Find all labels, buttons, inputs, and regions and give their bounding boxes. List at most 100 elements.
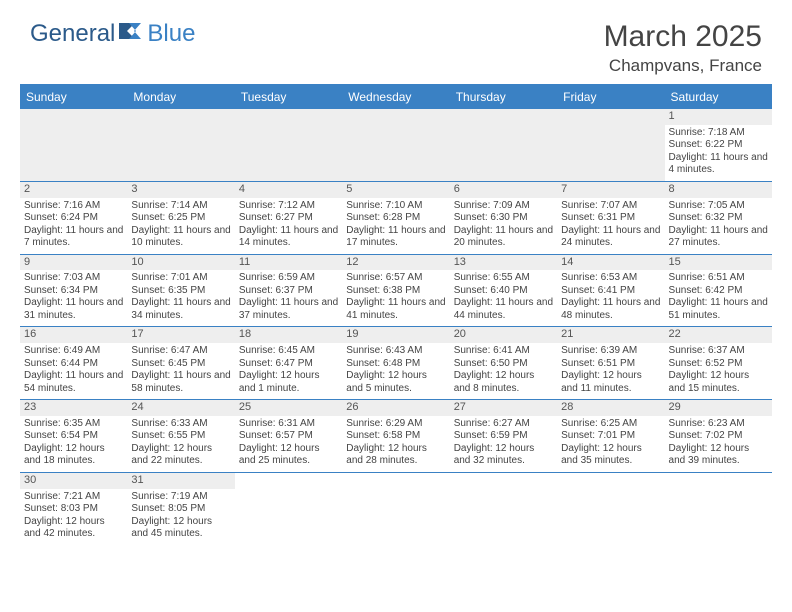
calendar-cell bbox=[557, 109, 664, 182]
info-line: Sunrise: 7:14 AM bbox=[131, 200, 230, 213]
info-line: Daylight: 11 hours and 24 minutes. bbox=[561, 225, 660, 250]
dayname-4: Thursday bbox=[450, 85, 557, 109]
dayname-1: Monday bbox=[127, 85, 234, 109]
info-line: Sunset: 8:05 PM bbox=[131, 503, 230, 516]
info-line: Sunset: 6:32 PM bbox=[669, 212, 768, 225]
info-line: Sunrise: 7:09 AM bbox=[454, 200, 553, 213]
info-line: Daylight: 11 hours and 31 minutes. bbox=[24, 297, 123, 322]
calendar-cell: 10Sunrise: 7:01 AMSunset: 6:35 PMDayligh… bbox=[127, 254, 234, 327]
day-number: 6 bbox=[450, 182, 557, 198]
info-line: Sunset: 6:40 PM bbox=[454, 285, 553, 298]
day-info: Sunrise: 7:05 AMSunset: 6:32 PMDaylight:… bbox=[669, 200, 768, 250]
day-info: Sunrise: 6:33 AMSunset: 6:55 PMDaylight:… bbox=[131, 418, 230, 468]
month-title: March 2025 bbox=[604, 20, 762, 54]
day-info: Sunrise: 7:10 AMSunset: 6:28 PMDaylight:… bbox=[346, 200, 445, 250]
info-line: Sunrise: 7:19 AM bbox=[131, 491, 230, 504]
logo-text-2: Blue bbox=[147, 20, 195, 48]
calendar-cell bbox=[127, 109, 234, 182]
day-info: Sunrise: 6:29 AMSunset: 6:58 PMDaylight:… bbox=[346, 418, 445, 468]
info-line: Sunrise: 6:33 AM bbox=[131, 418, 230, 431]
info-line: Daylight: 12 hours and 8 minutes. bbox=[454, 370, 553, 395]
calendar-cell: 22Sunrise: 6:37 AMSunset: 6:52 PMDayligh… bbox=[665, 327, 772, 400]
info-line: Sunrise: 6:55 AM bbox=[454, 272, 553, 285]
info-line: Daylight: 12 hours and 32 minutes. bbox=[454, 443, 553, 468]
calendar-cell: 14Sunrise: 6:53 AMSunset: 6:41 PMDayligh… bbox=[557, 254, 664, 327]
info-line: Daylight: 11 hours and 37 minutes. bbox=[239, 297, 338, 322]
info-line: Sunset: 6:27 PM bbox=[239, 212, 338, 225]
day-number: 13 bbox=[450, 255, 557, 271]
day-number: 9 bbox=[20, 255, 127, 271]
calendar-cell: 23Sunrise: 6:35 AMSunset: 6:54 PMDayligh… bbox=[20, 400, 127, 473]
day-number: 7 bbox=[557, 182, 664, 198]
info-line: Daylight: 12 hours and 5 minutes. bbox=[346, 370, 445, 395]
info-line: Sunrise: 6:35 AM bbox=[24, 418, 123, 431]
info-line: Daylight: 11 hours and 4 minutes. bbox=[669, 152, 768, 177]
day-info: Sunrise: 7:09 AMSunset: 6:30 PMDaylight:… bbox=[454, 200, 553, 250]
info-line: Sunset: 6:50 PM bbox=[454, 358, 553, 371]
info-line: Sunset: 7:01 PM bbox=[561, 430, 660, 443]
day-number: 20 bbox=[450, 327, 557, 343]
day-info: Sunrise: 6:51 AMSunset: 6:42 PMDaylight:… bbox=[669, 272, 768, 322]
info-line: Sunrise: 6:59 AM bbox=[239, 272, 338, 285]
dayname-5: Friday bbox=[557, 85, 664, 109]
calendar-cell: 11Sunrise: 6:59 AMSunset: 6:37 PMDayligh… bbox=[235, 254, 342, 327]
calendar-cell: 7Sunrise: 7:07 AMSunset: 6:31 PMDaylight… bbox=[557, 181, 664, 254]
info-line: Sunset: 6:24 PM bbox=[24, 212, 123, 225]
day-number: 5 bbox=[342, 182, 449, 198]
info-line: Sunrise: 7:16 AM bbox=[24, 200, 123, 213]
info-line: Daylight: 11 hours and 51 minutes. bbox=[669, 297, 768, 322]
calendar-cell: 15Sunrise: 6:51 AMSunset: 6:42 PMDayligh… bbox=[665, 254, 772, 327]
calendar-cell: 28Sunrise: 6:25 AMSunset: 7:01 PMDayligh… bbox=[557, 400, 664, 473]
info-line: Sunrise: 6:47 AM bbox=[131, 345, 230, 358]
info-line: Sunset: 6:47 PM bbox=[239, 358, 338, 371]
day-info: Sunrise: 7:03 AMSunset: 6:34 PMDaylight:… bbox=[24, 272, 123, 322]
day-info: Sunrise: 6:31 AMSunset: 6:57 PMDaylight:… bbox=[239, 418, 338, 468]
calendar-cell bbox=[450, 109, 557, 182]
calendar-cell bbox=[342, 472, 449, 544]
info-line: Sunrise: 6:29 AM bbox=[346, 418, 445, 431]
day-number: 17 bbox=[127, 327, 234, 343]
calendar-cell bbox=[665, 472, 772, 544]
location: Champvans, France bbox=[604, 56, 762, 76]
info-line: Daylight: 12 hours and 35 minutes. bbox=[561, 443, 660, 468]
calendar-cell: 1Sunrise: 7:18 AMSunset: 6:22 PMDaylight… bbox=[665, 109, 772, 182]
info-line: Sunset: 6:58 PM bbox=[346, 430, 445, 443]
calendar-cell: 30Sunrise: 7:21 AMSunset: 8:03 PMDayligh… bbox=[20, 472, 127, 544]
calendar-cell: 8Sunrise: 7:05 AMSunset: 6:32 PMDaylight… bbox=[665, 181, 772, 254]
day-number: 16 bbox=[20, 327, 127, 343]
info-line: Sunset: 6:34 PM bbox=[24, 285, 123, 298]
info-line: Daylight: 11 hours and 20 minutes. bbox=[454, 225, 553, 250]
info-line: Sunrise: 6:51 AM bbox=[669, 272, 768, 285]
info-line: Daylight: 11 hours and 58 minutes. bbox=[131, 370, 230, 395]
info-line: Daylight: 11 hours and 54 minutes. bbox=[24, 370, 123, 395]
info-line: Sunrise: 6:27 AM bbox=[454, 418, 553, 431]
day-info: Sunrise: 6:41 AMSunset: 6:50 PMDaylight:… bbox=[454, 345, 553, 395]
info-line: Sunrise: 6:45 AM bbox=[239, 345, 338, 358]
info-line: Sunrise: 7:05 AM bbox=[669, 200, 768, 213]
info-line: Daylight: 11 hours and 14 minutes. bbox=[239, 225, 338, 250]
day-number: 4 bbox=[235, 182, 342, 198]
calendar-cell: 19Sunrise: 6:43 AMSunset: 6:48 PMDayligh… bbox=[342, 327, 449, 400]
day-number: 27 bbox=[450, 400, 557, 416]
day-info: Sunrise: 7:12 AMSunset: 6:27 PMDaylight:… bbox=[239, 200, 338, 250]
day-info: Sunrise: 6:35 AMSunset: 6:54 PMDaylight:… bbox=[24, 418, 123, 468]
calendar-cell: 13Sunrise: 6:55 AMSunset: 6:40 PMDayligh… bbox=[450, 254, 557, 327]
calendar-cell: 6 Sunrise: 7:09 AMSunset: 6:30 PMDaylight… bbox=[450, 181, 557, 254]
calendar-cell: 31Sunrise: 7:19 AMSunset: 8:05 PMDayligh… bbox=[127, 472, 234, 544]
day-info: Sunrise: 7:01 AMSunset: 6:35 PMDaylight:… bbox=[131, 272, 230, 322]
info-line: Daylight: 11 hours and 10 minutes. bbox=[131, 225, 230, 250]
info-line: Sunrise: 6:49 AM bbox=[24, 345, 123, 358]
info-line: Daylight: 12 hours and 45 minutes. bbox=[131, 516, 230, 541]
day-info: Sunrise: 7:16 AMSunset: 6:24 PMDaylight:… bbox=[24, 200, 123, 250]
info-line: Sunset: 6:35 PM bbox=[131, 285, 230, 298]
info-line: Daylight: 11 hours and 44 minutes. bbox=[454, 297, 553, 322]
calendar-cell: 4 Sunrise: 7:12 AMSunset: 6:27 PMDaylight… bbox=[235, 181, 342, 254]
calendar-cell bbox=[235, 109, 342, 182]
info-line: Sunset: 6:57 PM bbox=[239, 430, 338, 443]
info-line: Sunset: 6:25 PM bbox=[131, 212, 230, 225]
calendar-cell: 24Sunrise: 6:33 AMSunset: 6:55 PMDayligh… bbox=[127, 400, 234, 473]
day-info: Sunrise: 6:57 AMSunset: 6:38 PMDaylight:… bbox=[346, 272, 445, 322]
calendar-cell: 5 Sunrise: 7:10 AMSunset: 6:28 PMDaylight… bbox=[342, 181, 449, 254]
info-line: Sunset: 6:48 PM bbox=[346, 358, 445, 371]
info-line: Sunrise: 6:57 AM bbox=[346, 272, 445, 285]
